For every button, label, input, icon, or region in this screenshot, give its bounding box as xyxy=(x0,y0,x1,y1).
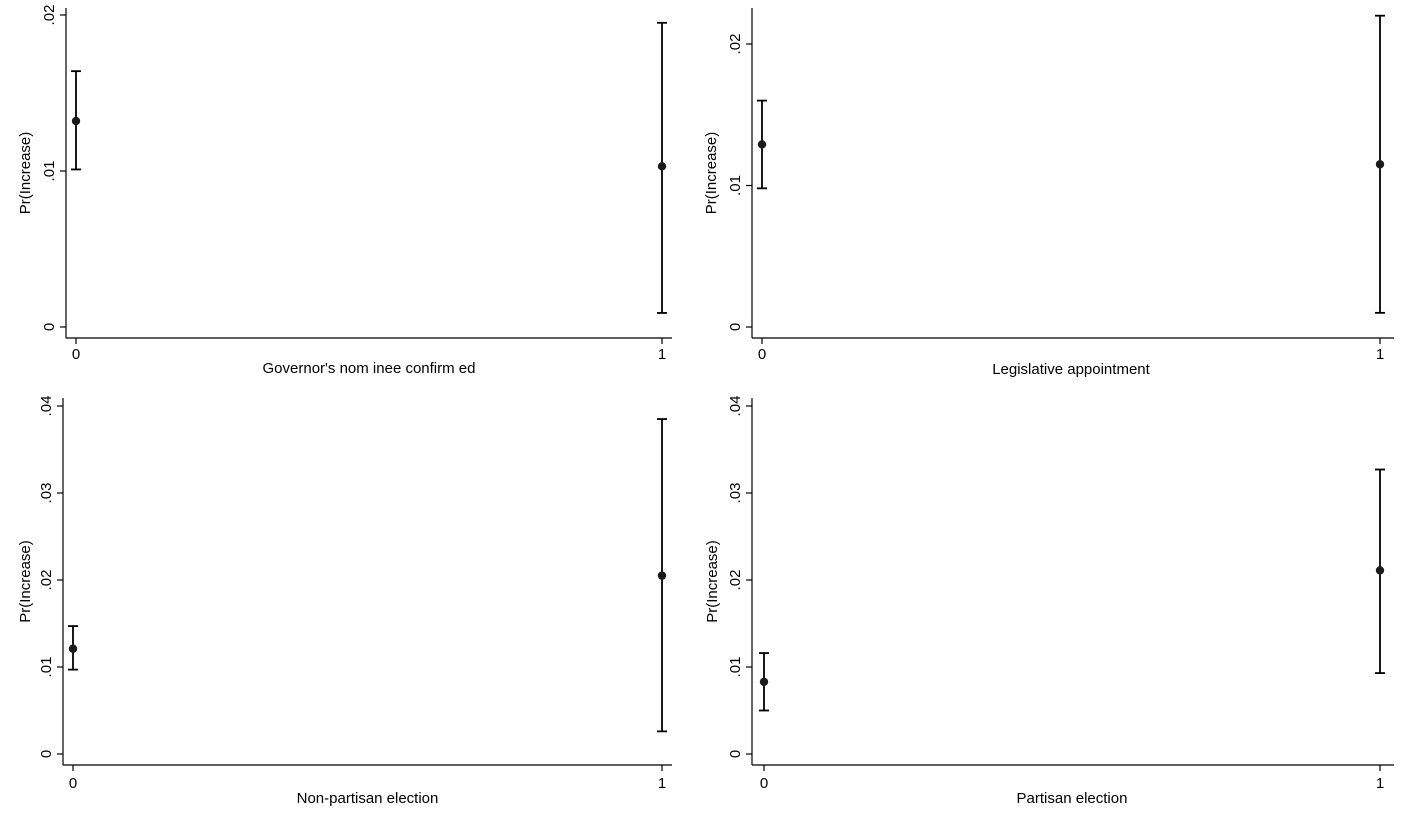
data-point xyxy=(759,677,769,686)
panel-non-partisan-election: .04 .03 .02 .01 0 0 1 Pr(Increase) Non-partisan … xyxy=(17,396,672,807)
x-axis-title: Non-partisan election xyxy=(297,790,439,807)
data-point xyxy=(757,140,767,149)
y-tick-label: .02 xyxy=(727,570,744,591)
panel-legislative-appointment: .02 .01 0 0 1 Pr(Increase) Legislative appoint… xyxy=(703,8,1394,378)
y-tick-label: 0 xyxy=(38,750,55,758)
x-tick-label: 0 xyxy=(758,346,766,363)
panel-governors-nominee: .02 .01 0 0 1 Pr(Increase) Governor's nom inee… xyxy=(17,5,672,377)
x-axis-title: Governor's nom inee confirm ed xyxy=(263,360,476,377)
x-axis-title: Partisan election xyxy=(1017,790,1128,807)
x-axis-title: Legislative appointment xyxy=(992,361,1150,378)
panel-partisan-election: .04 .03 .02 .01 0 0 1 Pr(Increase) Partisan elec… xyxy=(704,396,1394,807)
y-tick-label: .03 xyxy=(38,483,55,504)
y-tick-label: .04 xyxy=(727,396,744,417)
x-tick-label: 1 xyxy=(1376,346,1384,363)
x-tick-label: 1 xyxy=(658,346,666,363)
y-tick-label: .01 xyxy=(41,161,58,182)
y-axis-title: Pr(Increase) xyxy=(703,132,720,215)
y-tick-label: 0 xyxy=(41,323,58,331)
data-point xyxy=(657,162,667,171)
x-tick-label: 0 xyxy=(69,775,77,792)
y-axis-title: Pr(Increase) xyxy=(704,540,721,623)
x-tick-label: 0 xyxy=(760,775,768,792)
y-tick-label: .02 xyxy=(38,570,55,591)
y-tick-label: 0 xyxy=(727,323,744,331)
y-tick-label: .02 xyxy=(727,34,744,55)
y-axis-title: Pr(Increase) xyxy=(17,540,34,623)
y-tick-label: 0 xyxy=(727,750,744,758)
y-tick-label: .02 xyxy=(41,5,58,26)
y-tick-label: .03 xyxy=(727,483,744,504)
y-axis-title: Pr(Increase) xyxy=(17,132,34,215)
y-tick-label: .01 xyxy=(38,657,55,678)
y-tick-label: .04 xyxy=(38,396,55,417)
data-point xyxy=(1375,160,1385,169)
x-tick-label: 0 xyxy=(72,346,80,363)
data-point xyxy=(71,116,81,126)
x-tick-label: 1 xyxy=(1376,775,1384,792)
y-tick-label: .01 xyxy=(727,175,744,196)
data-point xyxy=(1375,566,1385,575)
y-tick-label: .01 xyxy=(727,657,744,678)
data-point xyxy=(68,644,78,653)
x-tick-label: 1 xyxy=(658,775,666,792)
data-point xyxy=(657,571,667,580)
